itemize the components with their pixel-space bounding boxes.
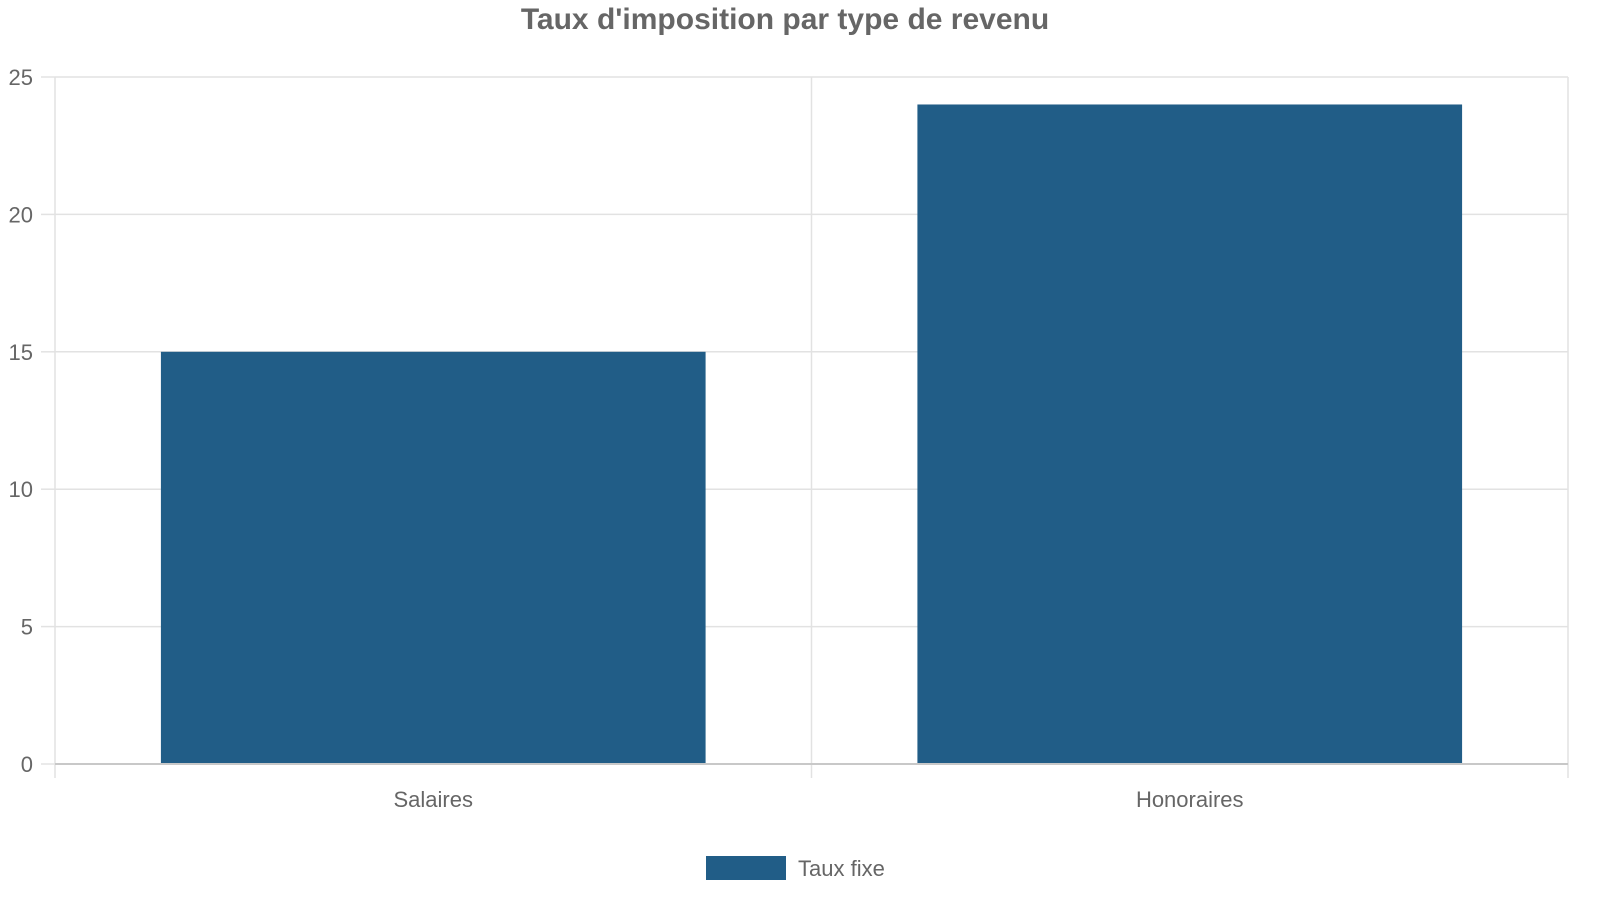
axes: 0 5 10 15 20 25 Salaires Honoraires bbox=[9, 65, 1568, 812]
y-tick-label: 25 bbox=[9, 65, 33, 90]
y-tick-label: 10 bbox=[9, 477, 33, 502]
y-tick-label: 20 bbox=[9, 202, 33, 227]
y-tick-label: 0 bbox=[21, 752, 33, 777]
legend: Taux fixe bbox=[706, 856, 885, 881]
legend-swatch bbox=[706, 856, 786, 880]
y-tick-label: 5 bbox=[21, 615, 33, 640]
x-tick-label: Honoraires bbox=[1136, 787, 1244, 812]
bar-salaires bbox=[160, 351, 706, 764]
chart-title: Taux d'imposition par type de revenu bbox=[521, 3, 1049, 36]
bar-honoraires bbox=[917, 104, 1463, 765]
legend-label: Taux fixe bbox=[798, 856, 885, 881]
y-tick-label: 15 bbox=[9, 340, 33, 365]
x-tick-label: Salaires bbox=[394, 787, 473, 812]
bars bbox=[160, 104, 1463, 765]
